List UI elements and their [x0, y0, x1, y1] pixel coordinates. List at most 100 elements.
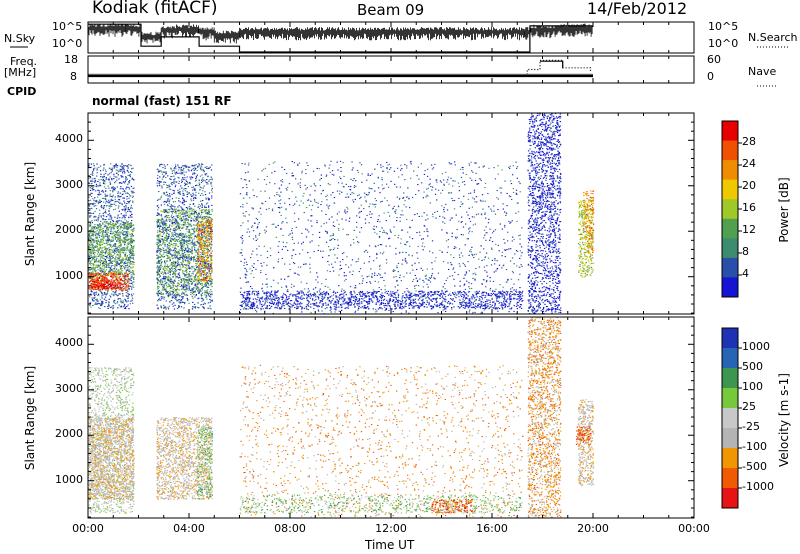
power-cell — [116, 240, 118, 242]
power-cell — [186, 256, 188, 258]
power-cell — [114, 243, 116, 245]
power-cell — [91, 278, 93, 280]
power-cell — [115, 233, 117, 235]
power-cell — [101, 301, 103, 303]
power-cell — [90, 236, 92, 238]
power-cell — [100, 269, 103, 271]
power-cell — [98, 191, 100, 193]
power-cell — [119, 259, 121, 261]
power-cell — [105, 273, 107, 275]
power-cell — [186, 239, 188, 241]
power-cell — [113, 178, 115, 180]
power-cell — [99, 286, 101, 288]
power-cell — [128, 187, 130, 189]
power-cell — [171, 281, 173, 283]
power-cell — [173, 268, 175, 270]
power-cell — [91, 222, 94, 224]
power-cell — [112, 270, 114, 272]
power-cell — [93, 273, 95, 275]
power-cell — [103, 293, 106, 295]
power-cell — [110, 262, 112, 264]
power-cell — [88, 164, 90, 166]
power-cell — [191, 278, 193, 280]
power-cell — [125, 234, 127, 236]
power-cell — [95, 291, 98, 293]
power-cell — [110, 228, 112, 230]
power-cell — [191, 293, 193, 295]
power-cell — [178, 225, 180, 227]
power-cell — [94, 226, 96, 228]
power-cell — [185, 179, 187, 181]
power-cell — [90, 306, 92, 308]
power-cell — [90, 232, 92, 234]
power-cell — [207, 282, 209, 284]
power-cell — [168, 244, 170, 246]
power-cell — [94, 245, 96, 247]
power-cell — [128, 289, 130, 291]
power-cell — [195, 283, 197, 285]
power-cell — [200, 282, 203, 284]
power-cell — [108, 303, 110, 305]
power-cell — [210, 265, 212, 267]
power-cell — [113, 279, 116, 281]
power-cell — [125, 259, 127, 261]
power-cell — [209, 238, 211, 240]
power-cell — [181, 301, 183, 303]
power-cell — [188, 234, 190, 236]
power-cell — [205, 242, 207, 244]
power-cell — [160, 197, 162, 199]
power-cell — [91, 172, 94, 174]
power-cell — [174, 280, 176, 282]
power-cell — [160, 219, 162, 221]
power-cell — [184, 286, 187, 288]
power-cell — [174, 210, 176, 212]
power-cell — [94, 259, 96, 261]
power-cell — [176, 265, 179, 267]
power-cell — [120, 170, 122, 172]
power-cell — [167, 198, 169, 200]
power-cell — [167, 205, 169, 207]
power-cell — [112, 284, 114, 286]
power-cell — [185, 219, 187, 221]
power-cell — [118, 198, 120, 200]
power-cell — [165, 249, 167, 251]
power-cell — [210, 242, 212, 244]
power-cell — [157, 307, 159, 309]
power-cell — [174, 290, 176, 292]
power-cell — [201, 234, 204, 236]
power-cell — [207, 280, 210, 282]
power-cell — [88, 234, 90, 236]
power-cell — [204, 173, 206, 175]
power-cell — [110, 168, 112, 170]
power-cell — [206, 290, 208, 292]
power-cell — [168, 210, 170, 212]
power-cell — [202, 177, 204, 179]
power-cell — [185, 188, 187, 190]
power-cell — [205, 197, 207, 199]
power-cell — [198, 182, 200, 184]
power-cell — [115, 261, 117, 263]
power-cell — [90, 291, 92, 293]
power-cell — [110, 221, 112, 223]
power-cell — [108, 271, 110, 273]
power-cell — [120, 220, 122, 222]
power-cell — [172, 229, 174, 231]
power-cell — [184, 282, 186, 284]
power-cell — [163, 210, 165, 212]
power-cell — [177, 192, 180, 194]
power-cell — [91, 180, 93, 182]
power-cell — [188, 232, 190, 234]
power-cell — [105, 223, 107, 225]
power-cell — [97, 283, 99, 285]
power-cell — [109, 251, 111, 253]
power-cell — [112, 239, 114, 241]
power-cell — [92, 263, 94, 265]
power-cell — [95, 237, 97, 239]
power-cell — [165, 229, 167, 231]
power-cell — [111, 177, 113, 179]
power-cell — [201, 209, 203, 211]
power-cell — [182, 296, 184, 298]
power-cell — [133, 227, 135, 229]
power-cell — [202, 194, 204, 196]
power-cell — [157, 279, 159, 281]
